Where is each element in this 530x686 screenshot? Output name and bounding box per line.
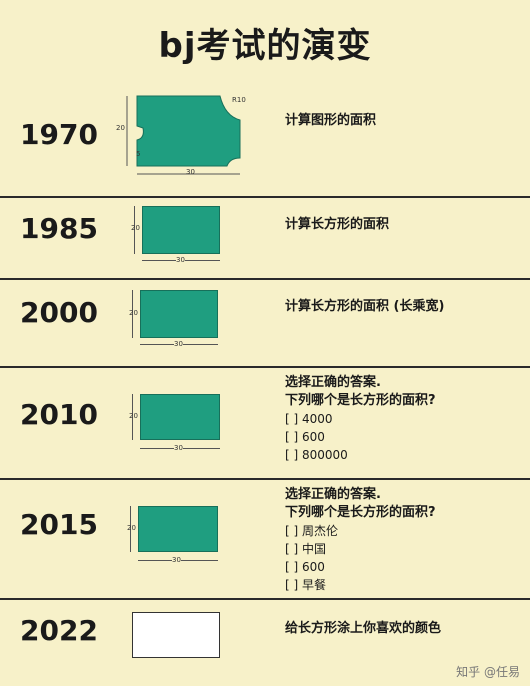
question-line2: 下列哪个是长方形的面积? [285, 505, 436, 520]
dim-line [134, 206, 135, 254]
question-line1: 选择正确的答案. [285, 487, 381, 502]
irregular-shape-icon [126, 95, 241, 175]
divider [0, 196, 530, 198]
dim-notch-1970: 5 [136, 150, 141, 158]
dim-line [130, 506, 131, 552]
rectangle-2000 [140, 290, 218, 338]
rectangle-2015 [138, 506, 218, 552]
option[interactable]: [ ] 中国 [285, 542, 326, 556]
year-2000: 2000 [20, 296, 98, 329]
question-line1: 选择正确的答案. [285, 375, 381, 390]
task-1970: 计算图形的面积 [285, 113, 377, 128]
task-1985: 计算长方形的面积 [285, 217, 390, 232]
option[interactable]: [ ] 4000 [285, 412, 333, 426]
year-2015: 2015 [20, 508, 98, 541]
task-2000: 计算长方形的面积 (长乘宽) [285, 299, 445, 314]
option[interactable]: [ ] 800000 [285, 448, 348, 462]
dim-height-2000: 20 [129, 309, 138, 317]
dim-width-1985: 30 [176, 256, 185, 264]
year-1970: 1970 [20, 118, 98, 151]
option[interactable]: [ ] 600 [285, 560, 325, 574]
dim-line [132, 290, 133, 338]
dim-height-1985: 20 [131, 224, 140, 232]
question-2010: 选择正确的答案. 下列哪个是长方形的面积? [ ] 4000 [ ] 600 [… [285, 374, 436, 464]
page-title: bj考试的演变 [158, 26, 372, 66]
dim-width-1970: 30 [186, 168, 195, 176]
option[interactable]: [ ] 早餐 [285, 578, 326, 592]
dim-height-2010: 20 [129, 412, 138, 420]
option[interactable]: [ ] 周杰伦 [285, 524, 338, 538]
dim-radius-1970: R10 [232, 96, 246, 104]
divider [0, 366, 530, 368]
option[interactable]: [ ] 600 [285, 430, 325, 444]
year-2010: 2010 [20, 398, 98, 431]
rectangle-1985 [142, 206, 220, 254]
dim-width-2015: 30 [172, 556, 181, 564]
year-2022: 2022 [20, 614, 98, 647]
rectangle-2010 [140, 394, 220, 440]
question-2015: 选择正确的答案. 下列哪个是长方形的面积? [ ] 周杰伦 [ ] 中国 [ ]… [285, 486, 436, 594]
figure-1970 [115, 88, 255, 183]
divider [0, 598, 530, 600]
dim-width-2010: 30 [174, 444, 183, 452]
dim-height-1970: 20 [116, 124, 125, 132]
divider [0, 478, 530, 480]
dim-width-2000: 30 [174, 340, 183, 348]
task-2022: 给长方形涂上你喜欢的颜色 [285, 621, 442, 636]
year-1985: 1985 [20, 212, 98, 245]
watermark: 知乎 @任易 [456, 665, 520, 679]
question-line2: 下列哪个是长方形的面积? [285, 393, 436, 408]
blank-rectangle[interactable] [132, 612, 220, 658]
dim-height-2015: 20 [127, 524, 136, 532]
dim-line [132, 394, 133, 440]
divider [0, 278, 530, 280]
